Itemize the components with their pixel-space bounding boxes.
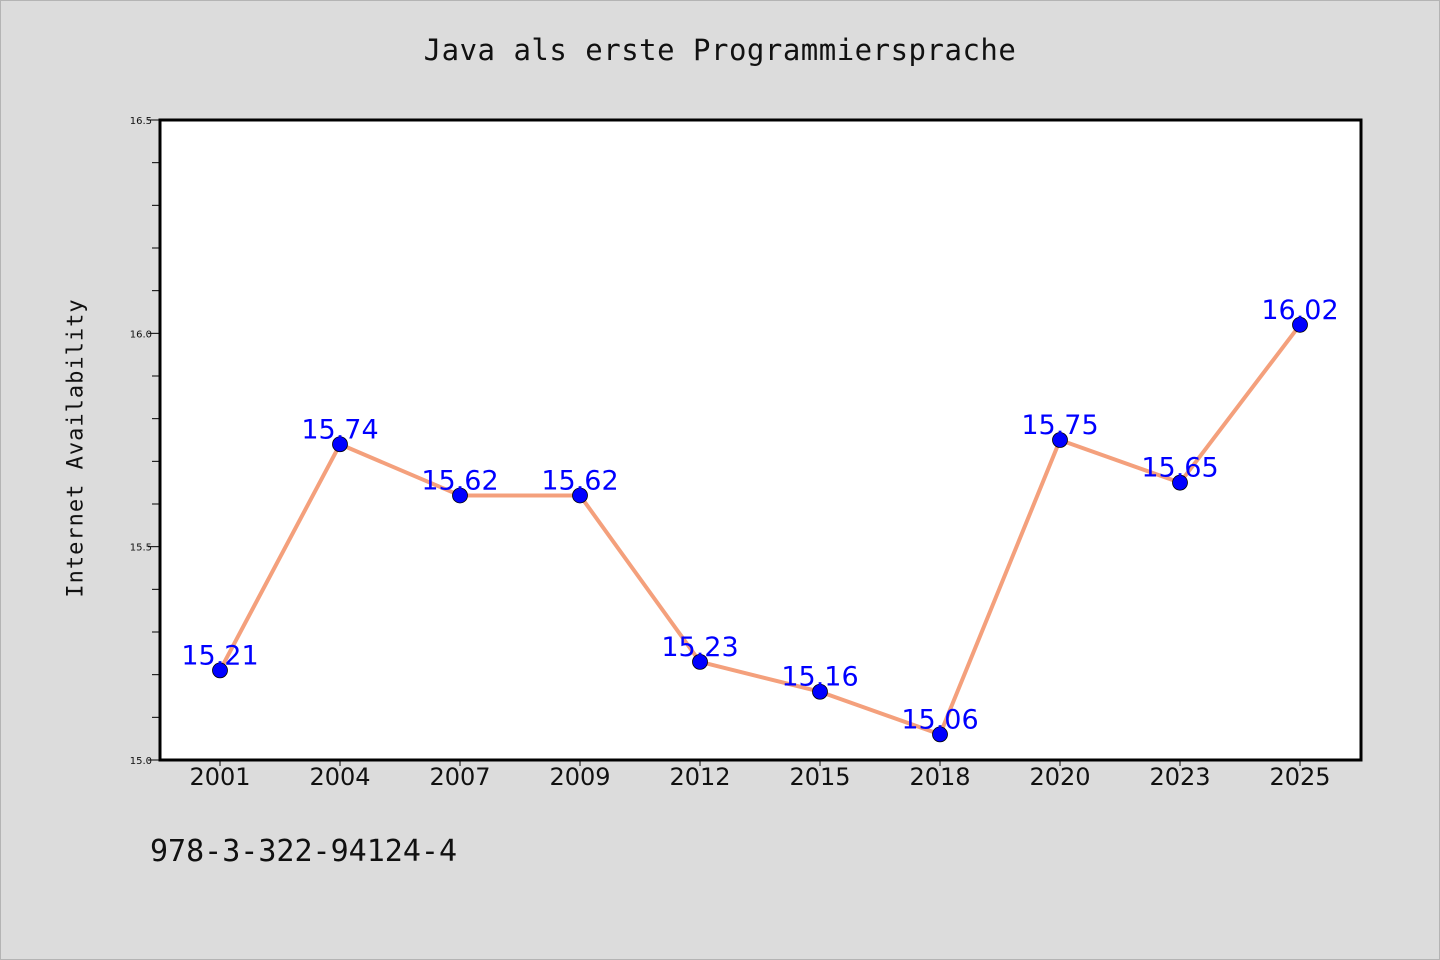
y-minor-ticks: [152, 162, 159, 718]
series-line-group: [218, 322, 1302, 737]
data-point: [332, 436, 348, 453]
data-label: 15.74: [301, 414, 378, 445]
data-label: 15.62: [541, 465, 618, 496]
y-tick-label: 16.0: [130, 329, 152, 340]
x-tick-label: 2025: [1269, 763, 1330, 791]
series-line: [218, 322, 1302, 737]
data-label: 15.75: [1021, 410, 1098, 441]
data-label: 16.02: [1261, 295, 1338, 326]
x-tick-label: 2015: [789, 763, 850, 791]
data-point: [812, 683, 828, 700]
data-labels-group: 15.21 15.74 15.62 15.62 15.23 15.16 15.06 15.75…: [181, 295, 1338, 736]
data-point: [212, 662, 228, 679]
data-point: [1172, 474, 1188, 491]
x-tick-label: 2018: [909, 763, 970, 791]
data-point: [452, 487, 468, 504]
data-point: [1052, 432, 1068, 448]
y-axis-ticks: 15.0 15.5 16.0 16.5: [130, 116, 159, 767]
series-points-group: [212, 316, 1308, 743]
x-tick-label: 2023: [1149, 763, 1210, 791]
y-tick-label: 15.5: [130, 543, 152, 554]
data-label: 15.21: [181, 640, 258, 671]
chart-title: Java als erste Programmiersprache: [423, 33, 1017, 67]
x-axis-ticks: 2001 2004 2007 2009 2012 2015 2018 2020 2023 2025: [189, 760, 1331, 791]
data-point: [1292, 316, 1308, 333]
data-point: [692, 653, 708, 670]
isbn-footer: 978-3-322-94124-4: [150, 834, 458, 869]
x-tick-label: 2007: [429, 763, 490, 791]
y-tick-label: 16.5: [130, 116, 152, 127]
data-label: 15.62: [421, 465, 498, 496]
plot-border: [158, 118, 1363, 762]
data-label: 15.06: [901, 704, 978, 735]
x-tick-label: 2012: [669, 763, 730, 791]
plot-area: [160, 120, 1361, 760]
x-tick-label: 2020: [1029, 763, 1090, 791]
data-point: [572, 487, 588, 504]
data-label: 15.23: [661, 632, 738, 663]
data-label: 15.16: [781, 662, 858, 693]
data-label: 15.65: [1141, 453, 1218, 484]
x-tick-label: 2009: [549, 763, 610, 791]
x-tick-label: 2004: [309, 763, 370, 791]
y-tick-label: 15.0: [130, 756, 152, 767]
data-point: [932, 726, 948, 743]
x-tick-label: 2001: [189, 763, 250, 791]
